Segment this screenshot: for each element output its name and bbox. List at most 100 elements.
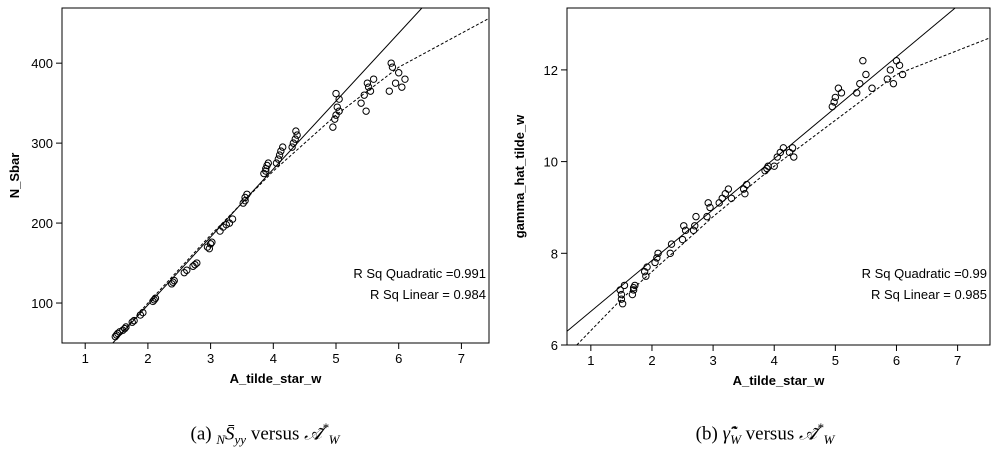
point	[241, 196, 249, 205]
point	[628, 290, 637, 299]
caption-superscript: *	[816, 420, 824, 435]
caption-word: versus	[745, 423, 795, 445]
point	[335, 95, 343, 103]
point	[691, 222, 699, 230]
linear-fit	[112, 8, 423, 343]
point	[779, 144, 788, 152]
point	[790, 153, 798, 161]
y-tick-label: 300	[31, 136, 53, 151]
caption-symbol: S̄	[225, 423, 235, 445]
x-tick-label: 3	[709, 353, 716, 368]
caption-label: (b)	[695, 423, 718, 445]
point	[206, 240, 215, 248]
y-tick-label: 100	[31, 296, 53, 311]
point	[264, 159, 272, 167]
point	[704, 199, 712, 207]
caption-subscript: W	[823, 432, 835, 448]
point	[128, 318, 136, 326]
point	[151, 294, 160, 302]
point	[743, 180, 751, 189]
x-tick-label: 5	[832, 353, 839, 368]
point	[260, 169, 268, 178]
caption-word: versus	[250, 423, 300, 445]
x-tick-label: 7	[458, 351, 465, 366]
point	[837, 89, 846, 97]
caption: (b) γ̃̂W versus 𝒜̃*W	[565, 420, 965, 448]
y-tick-label: 12	[544, 63, 558, 78]
point	[889, 79, 898, 88]
x-tick-label: 3	[207, 351, 214, 366]
point	[898, 70, 907, 79]
point	[706, 203, 714, 212]
point	[666, 249, 675, 257]
point	[651, 258, 659, 267]
point	[830, 98, 838, 106]
x-tick-label: 4	[771, 353, 778, 368]
point	[357, 99, 365, 107]
point	[332, 89, 340, 98]
x-axis-title: A_tilde_star_w	[230, 371, 323, 386]
point	[401, 75, 409, 83]
point	[387, 59, 395, 67]
point	[191, 260, 199, 269]
point	[629, 283, 638, 292]
point	[834, 84, 843, 92]
point	[724, 185, 733, 193]
point	[859, 57, 867, 65]
point	[170, 276, 178, 285]
quadratic-fit	[116, 17, 489, 339]
point	[617, 295, 626, 303]
quadratic-fit	[576, 37, 990, 345]
y-axis-title: gamma_hat_tilde_w	[512, 114, 527, 238]
caption-subscript: W	[730, 432, 741, 448]
chart: 1 2 3 4 5 6 7681012A_tilde_star_wgamma_hat_til…	[512, 7, 991, 388]
point	[862, 70, 870, 79]
point	[678, 235, 687, 244]
x-axis-title: A_tilde_star_w	[733, 373, 826, 388]
plot-frame	[61, 7, 490, 344]
chart: 1 2 3 4 5 6 7 100 200 300 400 A_tilde_star_w N_Sbar R…	[7, 7, 490, 386]
point	[329, 123, 337, 131]
point	[398, 83, 406, 91]
point	[680, 222, 688, 230]
point	[640, 267, 649, 276]
point	[642, 272, 650, 280]
point	[721, 189, 730, 198]
caption-subscript: yy	[234, 432, 247, 448]
point	[868, 84, 876, 92]
y-tick-label: 8	[551, 246, 558, 261]
point	[139, 308, 147, 317]
point	[362, 107, 370, 115]
x-tick-label: 1	[82, 351, 89, 366]
r-squared-note: R Sq Linear = 0.984	[370, 287, 486, 302]
point	[703, 212, 711, 221]
point	[385, 87, 394, 95]
caption-symbol: γ̃̂	[722, 423, 731, 445]
point	[262, 167, 270, 175]
point	[886, 66, 895, 74]
r-squared-note: R Sq Quadratic =0.991	[353, 266, 486, 281]
point	[741, 189, 749, 198]
point	[277, 147, 285, 155]
point	[193, 259, 201, 267]
x-tick-label: 2	[144, 351, 151, 366]
caption-subscript: W	[328, 432, 340, 448]
x-tick-label: 6	[893, 353, 900, 368]
point	[618, 300, 627, 308]
point	[364, 83, 373, 91]
point	[391, 79, 400, 87]
x-tick-label: 2	[648, 353, 655, 368]
point	[653, 254, 661, 262]
point	[395, 69, 403, 77]
plot-area	[111, 8, 489, 343]
point	[293, 131, 301, 139]
point	[291, 135, 299, 143]
plot-frame	[566, 7, 991, 346]
point	[288, 143, 296, 151]
y-axis-title: N_Sbar	[7, 153, 22, 199]
point	[208, 238, 216, 246]
point	[275, 151, 284, 159]
x-tick-label: 5	[332, 351, 339, 366]
point	[667, 240, 676, 248]
